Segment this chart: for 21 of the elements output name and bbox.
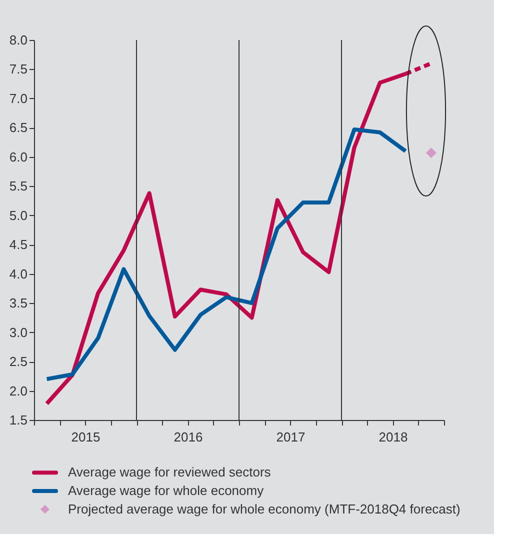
y-tick-label: 7.0 <box>9 90 28 106</box>
x-tick-label: 2017 <box>276 430 306 444</box>
y-tick-label: 5.0 <box>9 208 28 223</box>
y-tick-label: 3.5 <box>9 296 28 311</box>
y-tick-label: 6.0 <box>9 149 28 164</box>
y-tick-label: 2.0 <box>9 383 28 398</box>
legend-label: Average wage for reviewed sectors <box>68 464 272 480</box>
x-tick-label: 2015 <box>71 430 100 444</box>
y-tick-label: 5.5 <box>9 178 28 194</box>
x-tick-label: 2018 <box>378 430 408 444</box>
y-tick-label: 8.0 <box>9 32 28 48</box>
y-tick-label: 2.5 <box>9 354 28 370</box>
y-tick-label: 4.5 <box>9 237 28 252</box>
y-tick-label: 4.0 <box>9 266 28 282</box>
legend-label: Average wage for whole economy <box>68 483 264 498</box>
y-tick-label: 6.5 <box>9 120 28 136</box>
x-tick-label: 2016 <box>174 430 203 444</box>
legend-label: Projected average wage for whole economy (MTF-2018Q4 forecast) <box>68 501 460 516</box>
y-tick-label: 1.5 <box>9 412 28 428</box>
y-tick-label: 7.5 <box>9 62 28 77</box>
y-tick-label: 3.0 <box>9 324 28 340</box>
